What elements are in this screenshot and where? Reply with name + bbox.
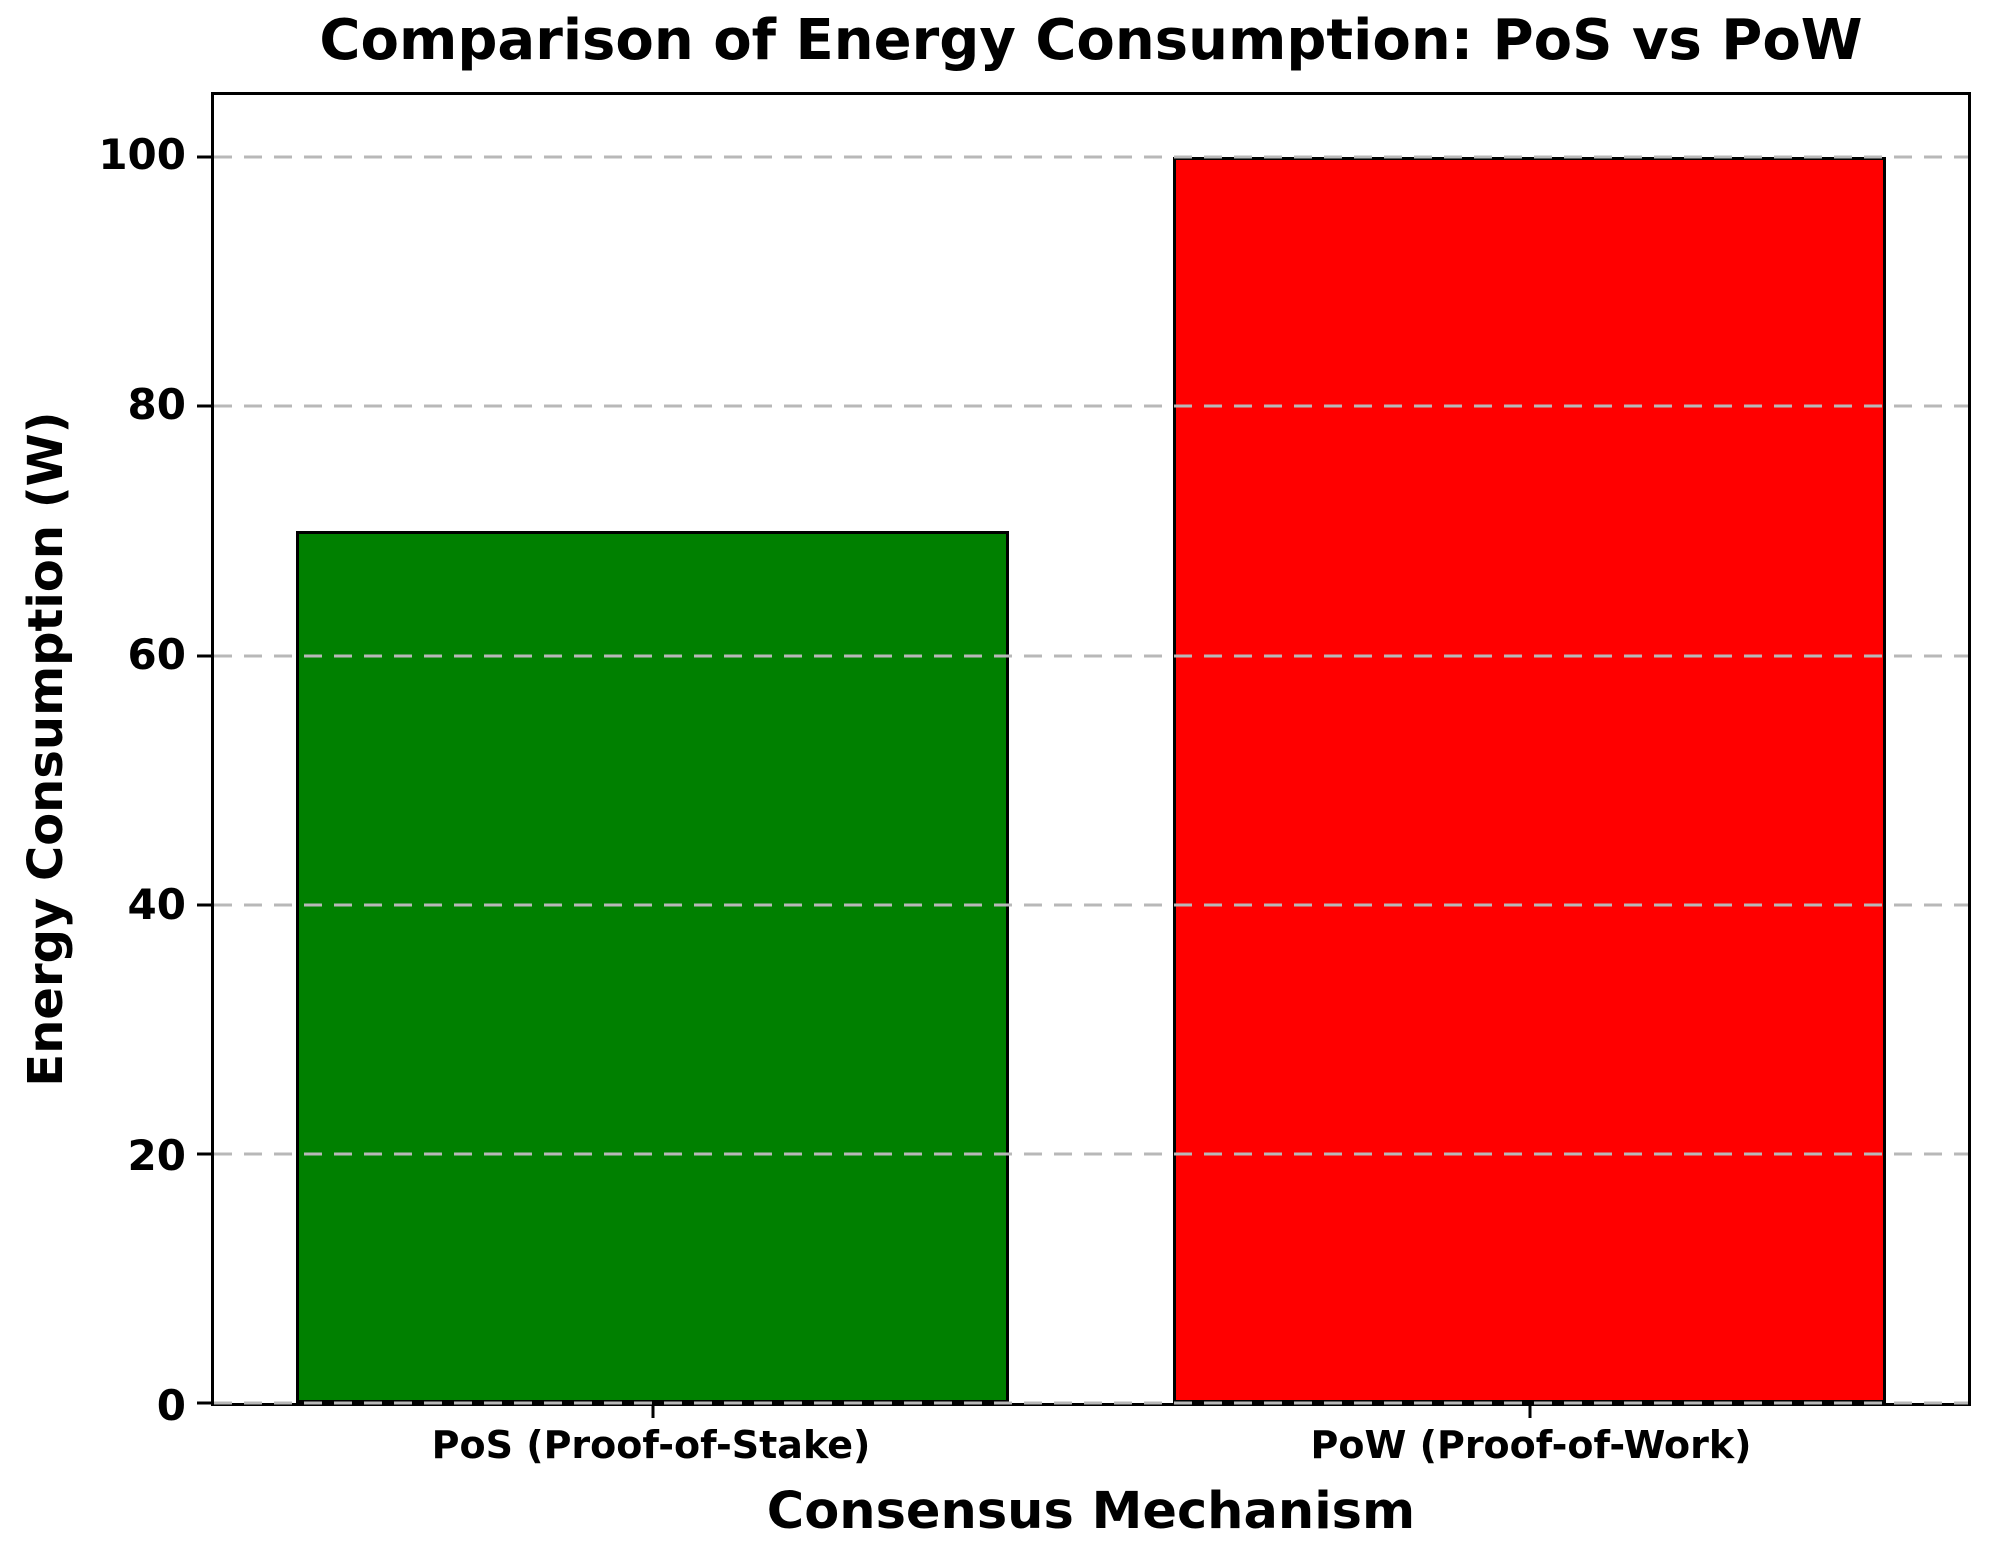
y-tick-mark	[197, 1401, 211, 1405]
x-tick-label: PoW (Proof-of-Work)	[1310, 1423, 1752, 1467]
y-tick-mark	[197, 155, 211, 159]
plot-area	[197, 92, 1971, 1418]
y-tick-label: 100	[98, 129, 186, 179]
y-tick-mark	[197, 654, 211, 658]
y-tick-mark	[197, 903, 211, 907]
x-tick-mark	[1528, 1406, 1531, 1418]
y-tick-mark	[197, 1152, 211, 1156]
x-tick-mark	[651, 1406, 654, 1418]
x-tick-label-row: PoS (Proof-of-Stake) PoW (Proof-of-Work)	[211, 1423, 1971, 1480]
bar-pos	[295, 531, 1010, 1403]
y-tick-mark	[197, 404, 211, 408]
bar-pow	[1172, 157, 1887, 1403]
y-tick-label-column: 0 20 40 60 80 100	[0, 92, 186, 1426]
y-tick-label: 0	[156, 1381, 186, 1430]
y-tick-label: 20	[127, 1130, 186, 1180]
x-axis-label: Consensus Mechanism	[766, 1482, 1416, 1541]
chart-title: Comparison of Energy Consumption: PoS vs…	[319, 8, 1863, 73]
y-tick-label: 60	[127, 630, 186, 680]
x-tick-label: PoS (Proof-of-Stake)	[431, 1423, 871, 1467]
y-tick-label: 80	[127, 379, 186, 429]
y-tick-label: 40	[127, 880, 186, 930]
